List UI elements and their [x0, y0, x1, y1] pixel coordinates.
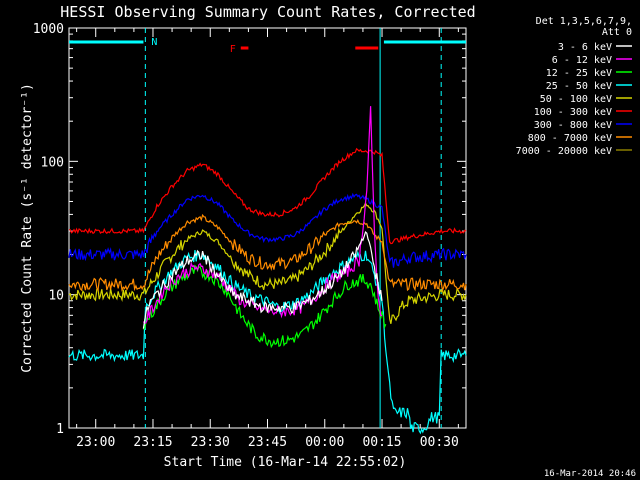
series-25-50-keV-line: [68, 249, 467, 435]
x-axis-label: Start Time (16-Mar-14 22:55:02): [164, 455, 407, 470]
plot-frame: [68, 27, 467, 429]
y-tick-label: 1000: [33, 22, 64, 37]
x-tick-label: 23:45: [248, 435, 287, 450]
series-12-25-keV-line: [143, 264, 387, 349]
legend-label: 3 - 6 keV: [558, 42, 612, 53]
x-tick-label: 23:15: [133, 435, 172, 450]
legend-label: 800 - 7000 keV: [528, 133, 612, 144]
x-tick-label: 00:00: [305, 435, 344, 450]
legend-label: 100 - 300 keV: [534, 107, 612, 118]
series-3-6-keV-line: [142, 231, 383, 329]
y-axis-label: Corrected Count Rate (s⁻¹ detector⁻¹): [20, 83, 35, 373]
y-tick-label: 10: [48, 289, 64, 304]
legend-label: 12 - 25 keV: [546, 68, 612, 79]
series-layer: [68, 106, 467, 435]
series-800-7000-keV-line: [68, 213, 467, 293]
series-6-12-keV-line: [142, 106, 383, 325]
legend-label: 25 - 50 keV: [546, 81, 612, 92]
series-100-300-keV-line: [69, 147, 467, 245]
x-tick-label: 00:15: [362, 435, 401, 450]
legend-label: 300 - 800 keV: [534, 120, 612, 131]
x-tick-label: 23:00: [76, 435, 115, 450]
legend-label: 7000 - 20000 keV: [516, 146, 612, 157]
footer-timestamp: 16-Mar-2014 20:46: [544, 469, 636, 479]
chart-title: HESSI Observing Summary Count Rates, Cor…: [60, 3, 475, 21]
y-tick-label: 1: [56, 422, 64, 437]
axis-ticks: 1 10 100 1000 23:00 23:15 23:30 23:45 00:00 00:15…: [33, 22, 466, 450]
observing-overlays: NF: [69, 28, 466, 428]
legend-header: Det 1,3,5,6,7,9,: [536, 16, 632, 27]
y-tick-label: 100: [41, 155, 64, 170]
legend-header: Att 0: [602, 27, 632, 38]
series-300-800-keV-line: [68, 192, 467, 268]
legend-label: 50 - 100 keV: [540, 94, 612, 105]
series-50-100-keV-line: [68, 201, 467, 324]
x-tick-label: 00:30: [420, 435, 459, 450]
legend-label: 6 - 12 keV: [552, 55, 612, 66]
flare-annotation: F: [230, 44, 236, 55]
night-annotation: N: [151, 37, 157, 48]
x-tick-label: 23:30: [191, 435, 230, 450]
legend: Det 1,3,5,6,7,9,Att 0 3 - 6 keV 6 - 12 keV…: [516, 16, 632, 157]
